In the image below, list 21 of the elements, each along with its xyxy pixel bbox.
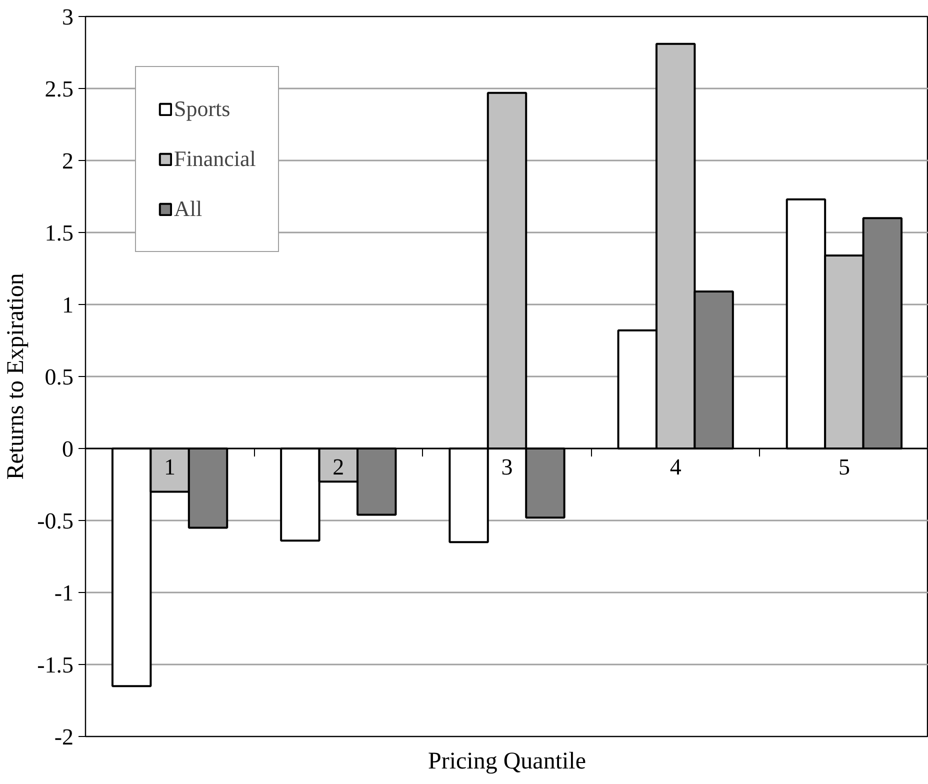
x-tick-label: 2 <box>332 454 344 480</box>
y-tick-label: -1.5 <box>37 652 74 678</box>
legend-label: Sports <box>174 95 230 123</box>
y-tick-label: 0 <box>62 436 74 462</box>
y-tick-label: 1 <box>62 292 74 318</box>
y-tick-label: 3 <box>62 4 74 30</box>
x-axis-title: Pricing Quantile <box>428 748 586 774</box>
legend-label: All <box>174 195 202 223</box>
legend-label: Financial <box>174 145 256 173</box>
x-tick-label: 4 <box>670 454 682 480</box>
y-tick-label: 2 <box>62 148 74 174</box>
y-tick-label: -2 <box>54 724 74 750</box>
y-tick-label: 0.5 <box>44 364 74 390</box>
y-tick-label: -1 <box>54 580 74 606</box>
y-tick-label: 1.5 <box>44 220 74 246</box>
x-tick-label: 5 <box>838 454 850 480</box>
x-tick-label: 1 <box>164 454 176 480</box>
y-tick-label: -0.5 <box>37 508 74 534</box>
y-tick-label: 2.5 <box>44 76 74 102</box>
y-axis-title: Returns to Expiration <box>3 273 30 480</box>
x-tick-label: 3 <box>501 454 513 480</box>
